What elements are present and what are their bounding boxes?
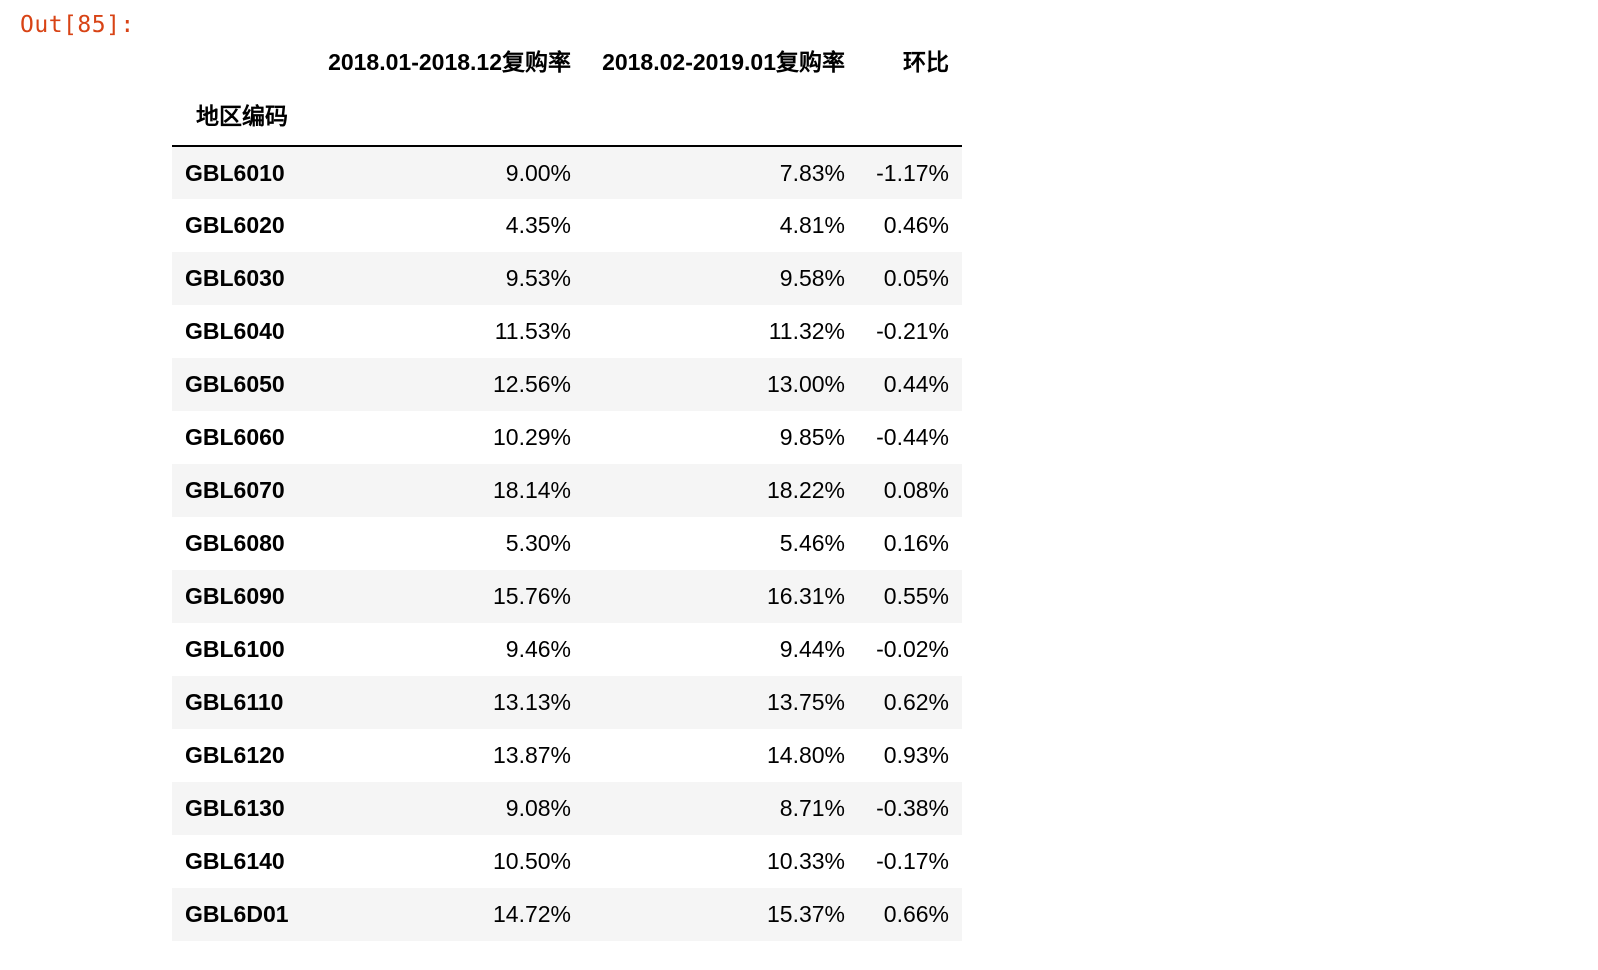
cell-2019-repurchase: 16.31% bbox=[766, 583, 845, 609]
cell-2018-repurchase: 10.29% bbox=[492, 424, 571, 450]
table-row: GBL6090 15.76% 16.31% 0.55% bbox=[172, 570, 962, 623]
row-index-region-code: GBL6040 bbox=[185, 318, 285, 344]
table-row: GBL6010 9.00% 7.83% -1.17% bbox=[172, 146, 962, 199]
cell-2019-repurchase: 13.75% bbox=[766, 689, 845, 715]
table-row: GBL6130 9.08% 8.71% -0.38% bbox=[172, 782, 962, 835]
table-row: GBL6050 12.56% 13.00% 0.44% bbox=[172, 358, 962, 411]
cell-mom-change: 0.05% bbox=[883, 265, 949, 291]
cell-2018-repurchase: 18.14% bbox=[492, 477, 571, 503]
cell-mom-change: 0.55% bbox=[883, 583, 949, 609]
cell-mom-change: 0.62% bbox=[883, 689, 949, 715]
cell-2018-repurchase: 9.08% bbox=[505, 795, 571, 821]
cell-mom-change: -0.02% bbox=[876, 636, 949, 662]
column-header-mom-change: 环比 bbox=[903, 49, 949, 75]
cell-2018-repurchase: 14.72% bbox=[492, 901, 571, 927]
cell-mom-change: 0.46% bbox=[883, 212, 949, 238]
cell-2018-repurchase: 9.46% bbox=[505, 636, 571, 662]
table-row: GBL6030 9.53% 9.58% 0.05% bbox=[172, 252, 962, 305]
cell-mom-change: 0.16% bbox=[883, 530, 949, 556]
dataframe-output: 2018.01-2018.12复购率 2018.02-2019.01复购率 环比… bbox=[172, 38, 962, 941]
row-index-region-code: GBL6060 bbox=[185, 424, 285, 450]
dataframe-table: 2018.01-2018.12复购率 2018.02-2019.01复购率 环比… bbox=[172, 38, 962, 941]
row-index-region-code: GBL6110 bbox=[185, 689, 284, 715]
table-row: GBL6070 18.14% 18.22% 0.08% bbox=[172, 464, 962, 517]
cell-2018-repurchase: 10.50% bbox=[492, 848, 571, 874]
cell-2019-repurchase: 15.37% bbox=[766, 901, 845, 927]
cell-2018-repurchase: 9.00% bbox=[505, 159, 571, 186]
table-row: GBL6100 9.46% 9.44% -0.02% bbox=[172, 623, 962, 676]
cell-mom-change: 0.44% bbox=[883, 371, 949, 397]
output-prompt: Out[85]: bbox=[20, 12, 135, 38]
column-header-2019-repurchase: 2018.02-2019.01复购率 bbox=[602, 49, 845, 75]
row-index-region-code: GBL6030 bbox=[185, 265, 285, 291]
cell-2019-repurchase: 18.22% bbox=[766, 477, 845, 503]
cell-2019-repurchase: 7.83% bbox=[779, 159, 845, 186]
table-row: GBL6040 11.53% 11.32% -0.21% bbox=[172, 305, 962, 358]
row-index-region-code: GBL6140 bbox=[185, 848, 285, 874]
row-index-region-code: GBL6120 bbox=[185, 742, 285, 768]
cell-2019-repurchase: 5.46% bbox=[779, 530, 845, 556]
cell-mom-change: -0.38% bbox=[876, 795, 949, 821]
cell-2019-repurchase: 8.71% bbox=[779, 795, 845, 821]
cell-mom-change: 0.93% bbox=[883, 742, 949, 768]
cell-2019-repurchase: 9.85% bbox=[779, 424, 845, 450]
cell-2018-repurchase: 12.56% bbox=[492, 371, 571, 397]
index-header-blank-2 bbox=[584, 82, 858, 147]
cell-2018-repurchase: 11.53% bbox=[494, 318, 571, 344]
table-row: GBL6110 13.13% 13.75% 0.62% bbox=[172, 676, 962, 729]
cell-2018-repurchase: 4.35% bbox=[505, 212, 571, 238]
table-row: GBL6D01 14.72% 15.37% 0.66% bbox=[172, 888, 962, 941]
row-index-region-code: GBL6130 bbox=[185, 795, 285, 821]
cell-mom-change: 0.08% bbox=[883, 477, 949, 503]
cell-2018-repurchase: 5.30% bbox=[505, 530, 571, 556]
table-row: GBL6120 13.87% 14.80% 0.93% bbox=[172, 729, 962, 782]
cell-mom-change: -0.44% bbox=[876, 424, 949, 450]
index-name-header: 地区编码 bbox=[172, 82, 308, 147]
row-index-region-code: GBL6D01 bbox=[185, 901, 289, 927]
table-row: GBL6060 10.29% 9.85% -0.44% bbox=[172, 411, 962, 464]
table-row: GBL6020 4.35% 4.81% 0.46% bbox=[172, 199, 962, 252]
cell-mom-change: -0.17% bbox=[876, 848, 949, 874]
cell-2018-repurchase: 15.76% bbox=[492, 583, 571, 609]
cell-2018-repurchase: 9.53% bbox=[505, 265, 571, 291]
row-index-region-code: GBL6010 bbox=[185, 159, 285, 186]
cell-2018-repurchase: 13.87% bbox=[492, 742, 571, 768]
table-row: GBL6080 5.30% 5.46% 0.16% bbox=[172, 517, 962, 570]
index-header-blank-3 bbox=[858, 82, 962, 147]
table-row: GBL6140 10.50% 10.33% -0.17% bbox=[172, 835, 962, 888]
cell-mom-change: -1.17% bbox=[876, 159, 949, 186]
cell-mom-change: 0.66% bbox=[883, 901, 949, 927]
row-index-region-code: GBL6050 bbox=[185, 371, 285, 397]
cell-2019-repurchase: 13.00% bbox=[766, 371, 845, 397]
header-blank bbox=[172, 38, 308, 82]
table-body: GBL6010 9.00% 7.83% -1.17% GBL6020 4.35% 4.81%… bbox=[172, 146, 962, 941]
cell-2019-repurchase: 10.33% bbox=[766, 848, 845, 874]
row-index-region-code: GBL6070 bbox=[185, 477, 285, 503]
index-header-blank-1 bbox=[308, 82, 584, 147]
column-header-row: 2018.01-2018.12复购率 2018.02-2019.01复购率 环比 bbox=[172, 38, 962, 82]
column-header-2018-repurchase: 2018.01-2018.12复购率 bbox=[328, 49, 571, 75]
cell-2018-repurchase: 13.13% bbox=[492, 689, 571, 715]
cell-2019-repurchase: 14.80% bbox=[766, 742, 845, 768]
cell-mom-change: -0.21% bbox=[876, 318, 949, 344]
row-index-region-code: GBL6080 bbox=[185, 530, 285, 556]
index-header-row: 地区编码 bbox=[172, 82, 962, 147]
cell-2019-repurchase: 9.58% bbox=[779, 265, 845, 291]
row-index-region-code: GBL6020 bbox=[185, 212, 285, 238]
cell-2019-repurchase: 4.81% bbox=[779, 212, 845, 238]
row-index-region-code: GBL6100 bbox=[185, 636, 285, 662]
row-index-region-code: GBL6090 bbox=[185, 583, 285, 609]
cell-2019-repurchase: 9.44% bbox=[779, 636, 845, 662]
cell-2019-repurchase: 11.32% bbox=[768, 318, 845, 344]
